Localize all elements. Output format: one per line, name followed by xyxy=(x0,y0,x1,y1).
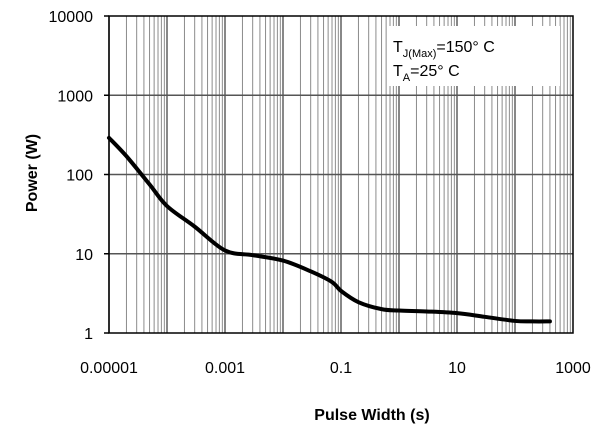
power-curve-line xyxy=(107,135,552,324)
x-axis-title: Pulse Width (s) xyxy=(314,407,429,424)
annotation-background xyxy=(388,26,560,86)
y-tick-label: 100 xyxy=(66,168,93,185)
annotation-line-2: TA=25° C xyxy=(393,63,460,84)
x-tick-label: 0.001 xyxy=(205,360,245,377)
x-tick-label: 0.00001 xyxy=(80,360,138,377)
tick-labels: 1 10 100 1000 10000 0.00001 0.001 0.1 10 1000 xyxy=(49,9,591,377)
annotation-box: TJ(Max)=150° C TA=25° C xyxy=(388,26,560,86)
plot-frame xyxy=(104,15,574,334)
x-tick-label: 10 xyxy=(448,360,466,377)
y-axis-title: Power (W) xyxy=(24,134,41,212)
y-tick-label: 10000 xyxy=(49,9,94,26)
y-tick-label: 10 xyxy=(75,247,93,264)
x-tick-label: 1000 xyxy=(555,360,591,377)
series xyxy=(107,135,552,324)
x-tick-label: 0.1 xyxy=(330,360,352,377)
y-tick-label: 1 xyxy=(84,326,93,343)
annotation-line-1: TJ(Max)=150° C xyxy=(393,39,495,60)
y-tick-label: 1000 xyxy=(57,88,93,105)
